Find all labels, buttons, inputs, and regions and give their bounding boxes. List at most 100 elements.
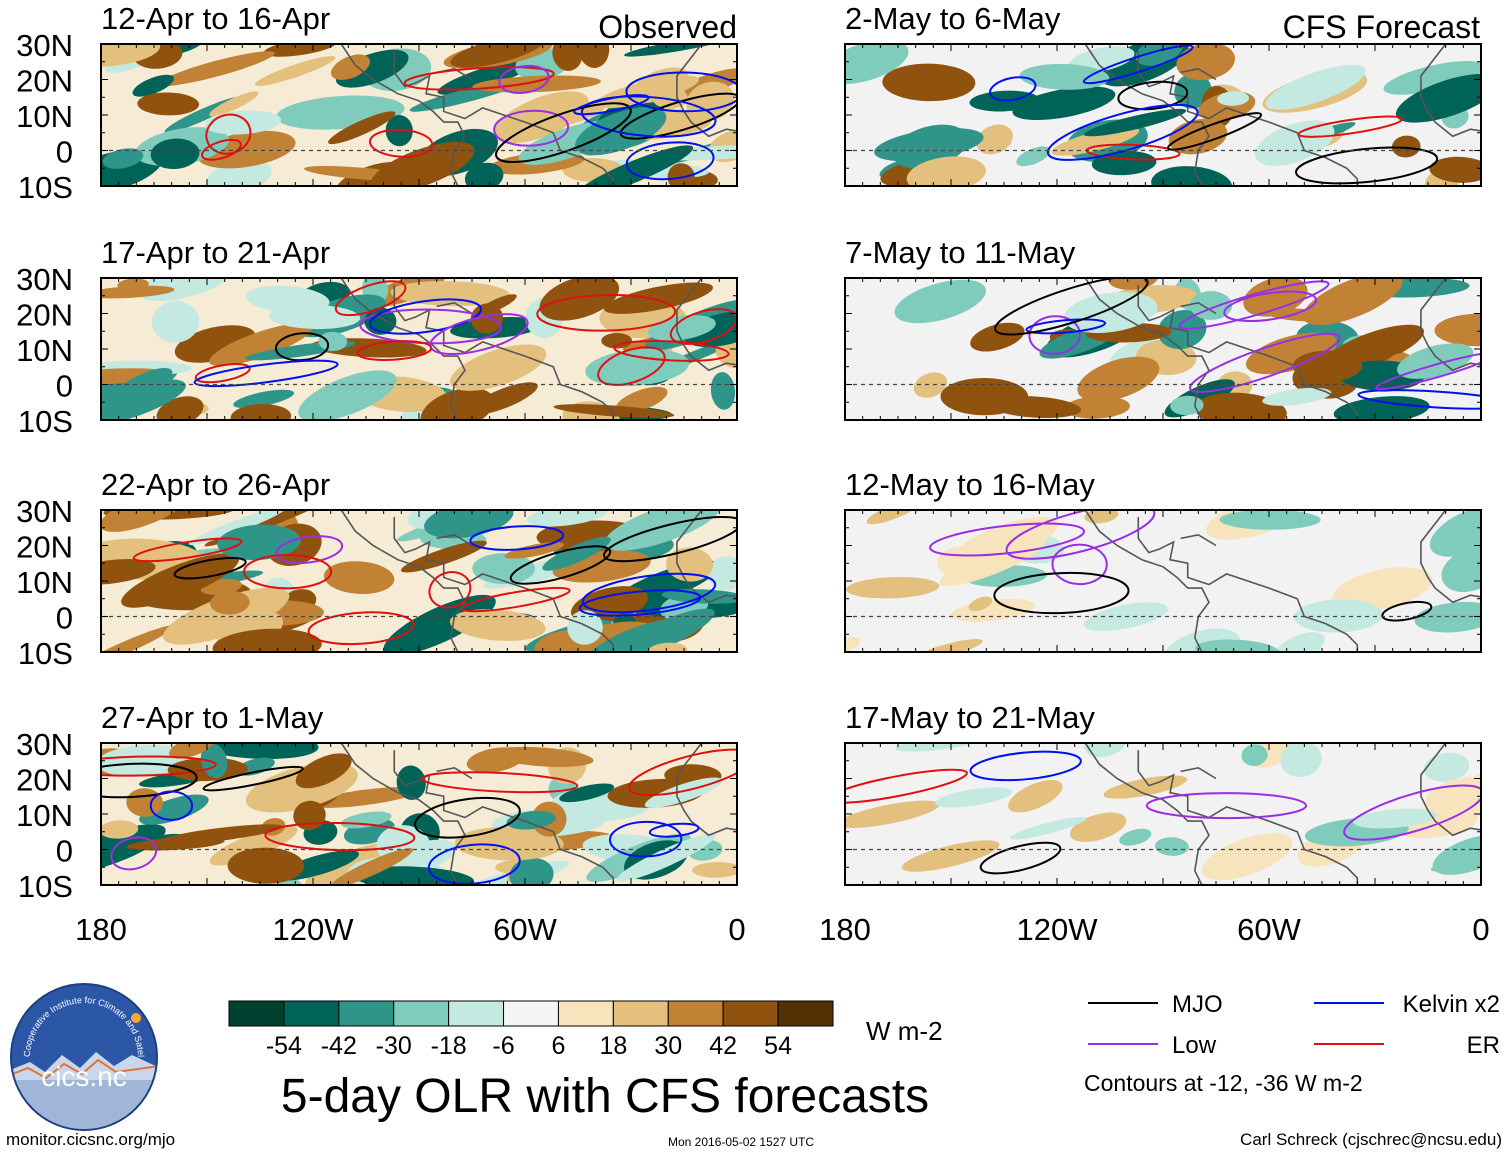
anomaly-blob (1434, 313, 1481, 347)
anomaly-blob (1010, 816, 1087, 840)
panel-p5: 2-May to 6-May (844, 1, 1482, 187)
panel-period-title: 12-Apr to 16-Apr (101, 1, 330, 36)
er-contour (307, 611, 415, 646)
anomaly-blob (845, 44, 909, 85)
kel-contour (193, 359, 339, 388)
low-contour (493, 109, 570, 147)
anomaly-blob (101, 379, 186, 420)
longitude-label: 180 (75, 912, 127, 947)
colorbar-swatch (338, 1000, 395, 1027)
anomaly-blob (968, 596, 993, 612)
panel-period-title: 7-May to 11-May (845, 235, 1076, 270)
mjo-contour (173, 556, 247, 580)
mjo-contour (602, 515, 737, 563)
caribbean-islands (436, 534, 473, 547)
kel-contour (648, 822, 700, 838)
latitude-label: 20N (16, 64, 73, 99)
coastlines (340, 510, 737, 652)
kel-contour (969, 750, 1082, 782)
anomaly-blob (117, 278, 149, 291)
low-contour (1178, 280, 1330, 330)
low-contour (1189, 332, 1341, 393)
anomaly-blob (651, 85, 688, 109)
anomaly-blob (1008, 779, 1063, 813)
er-contour (101, 755, 217, 777)
longitude-label: 60W (1237, 912, 1301, 947)
anomaly-blob (330, 848, 414, 885)
er-contour (369, 128, 434, 158)
anomaly-blob (489, 746, 594, 767)
low-contour (1343, 784, 1481, 841)
footer-url[interactable]: monitor.cicsnc.org/mjo (6, 1130, 176, 1149)
latitude-label: 0 (56, 369, 73, 404)
africa-coast (676, 510, 737, 604)
panel-period-title: 17-Apr to 21-Apr (101, 235, 330, 270)
latitude-label: 0 (56, 135, 73, 170)
olr-anomaly-field (845, 510, 1481, 652)
anomaly-blob (1352, 808, 1438, 829)
olr-anomaly-field (845, 44, 1481, 186)
anomaly-blob (464, 162, 504, 186)
axis-ticks (844, 742, 1482, 886)
atlantic-coast-americas (393, 285, 615, 420)
wave-contours (193, 280, 737, 388)
anomaly-blob (493, 91, 589, 144)
er-contour (845, 768, 968, 804)
anomaly-blob (449, 609, 546, 641)
anomaly-blob (1051, 127, 1140, 156)
anomaly-blob (1219, 510, 1321, 530)
anomaly-blob (209, 825, 298, 866)
anomaly-blob (137, 92, 200, 116)
coastlines (340, 743, 737, 885)
pacific-coast-americas (1084, 44, 1210, 186)
er-contour (428, 571, 472, 609)
anomaly-blob (874, 128, 984, 162)
africa-coast (676, 743, 737, 837)
atlantic-coast-americas (393, 51, 615, 186)
anomaly-blob (309, 787, 420, 808)
africa-coast (1420, 510, 1481, 604)
anomaly-blob (575, 145, 694, 186)
kel-contour (580, 95, 717, 138)
atlantic-coast-americas (1137, 750, 1359, 885)
latitude-label: 20N (16, 763, 73, 798)
anomaly-blob (1084, 108, 1187, 137)
er-contour (403, 66, 555, 91)
kel-contour (1025, 318, 1107, 335)
coastlines (1084, 44, 1481, 186)
anomaly-blob (504, 542, 564, 559)
colorbar-swatch (612, 1000, 669, 1027)
atlantic-coast-americas (1137, 517, 1359, 652)
legend-label: Kelvin x2 (1403, 991, 1500, 1018)
colorbar-tick-label: -42 (321, 1032, 357, 1060)
anomaly-blob (335, 49, 409, 88)
colorbar-tick-label: 18 (599, 1032, 627, 1060)
anomaly-blob (526, 510, 608, 527)
anomaly-blob (882, 63, 976, 102)
colorbar-tick-label: 30 (654, 1032, 682, 1060)
kel-contour (989, 76, 1037, 102)
latitude-label: 30N (16, 494, 73, 529)
latitude-label: 30N (16, 28, 73, 63)
anomaly-blob (915, 639, 983, 652)
anomaly-blob (132, 74, 174, 97)
africa-coast (676, 44, 737, 138)
anomaly-blob (150, 138, 200, 170)
er-contour (461, 586, 571, 613)
pacific-coast-americas (1084, 510, 1210, 652)
pacific-coast-americas (340, 44, 466, 186)
anomaly-blob (1064, 396, 1130, 419)
anomaly-blob (1441, 548, 1481, 593)
kel-contour (149, 790, 194, 821)
anomaly-blob (1302, 278, 1403, 326)
anomaly-blob (583, 618, 690, 652)
latitude-label: 20N (16, 530, 73, 565)
mjo-contour (509, 545, 612, 585)
legend: MJO Kelvin x2 Low ER (1088, 991, 1500, 1059)
anomaly-blob (295, 753, 352, 789)
anomaly-blob (323, 561, 395, 595)
axis-ticks (844, 509, 1482, 653)
anomaly-blob (328, 111, 396, 145)
